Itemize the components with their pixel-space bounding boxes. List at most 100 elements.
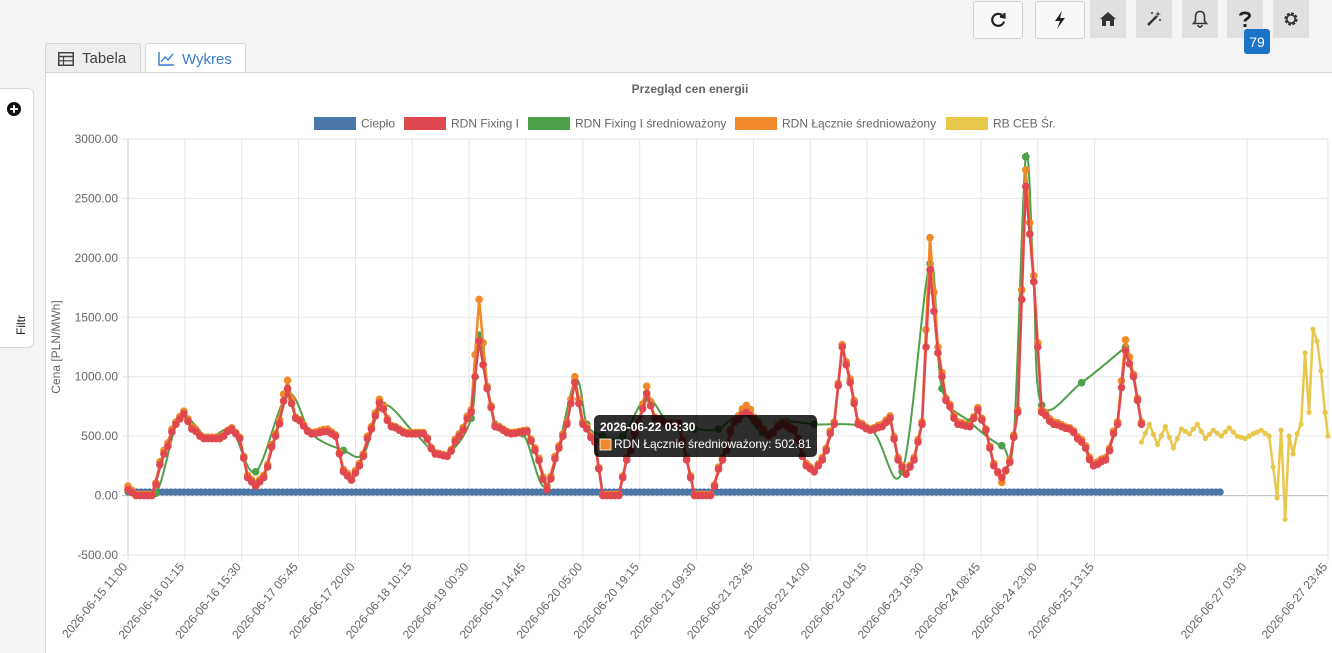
data-point (1226, 425, 1232, 431)
legend-swatch (528, 117, 570, 130)
data-point (479, 361, 487, 369)
data-point (1290, 451, 1296, 457)
data-point (890, 435, 898, 443)
data-point (1242, 435, 1248, 442)
data-point (838, 343, 847, 351)
data-point (375, 399, 384, 407)
refresh-icon (991, 12, 1006, 27)
data-point (638, 405, 647, 413)
data-point (834, 381, 843, 390)
data-point (367, 425, 376, 433)
data-point (1154, 441, 1161, 448)
data-point (1294, 431, 1300, 437)
tooltip-box (594, 415, 817, 457)
tab-tabela[interactable]: Tabela (45, 43, 141, 73)
legend-swatch (404, 117, 446, 130)
y-tick-label: 1500.00 (75, 310, 119, 324)
data-point (176, 415, 184, 423)
data-point (263, 463, 272, 471)
data-point (383, 416, 392, 425)
data-point (1170, 445, 1176, 451)
data-point (567, 399, 575, 408)
x-tick-label: 2026-06-27 23:45 (1259, 560, 1331, 642)
data-point (1186, 431, 1192, 437)
refresh-button[interactable] (973, 1, 1023, 39)
data-point (1318, 368, 1324, 374)
data-point (1121, 346, 1130, 355)
data-point (1266, 433, 1272, 439)
data-point (1142, 430, 1149, 436)
data-point (1298, 421, 1304, 427)
data-point (1125, 359, 1134, 368)
data-point (714, 465, 723, 473)
data-point (371, 412, 380, 420)
data-point (160, 450, 168, 458)
settings-button[interactable] (1273, 0, 1309, 38)
data-point (1238, 434, 1244, 440)
plus-circle-icon[interactable] (7, 102, 21, 116)
data-point (295, 416, 304, 425)
data-point (902, 470, 910, 478)
data-point (646, 402, 655, 410)
data-point (906, 463, 914, 471)
tab-wykres-label: Wykres (182, 50, 232, 68)
legend-label: RDN Łącznie średnioważony (782, 117, 936, 131)
data-point (148, 491, 156, 500)
data-point (1117, 383, 1126, 392)
y-tick-label: 2000.00 (75, 251, 119, 265)
data-point (974, 406, 982, 414)
data-point (235, 434, 244, 443)
data-point (946, 402, 954, 411)
data-point (966, 422, 974, 431)
data-point (1270, 464, 1276, 470)
home-button[interactable] (1090, 0, 1126, 38)
data-point (1210, 427, 1216, 433)
notifications-button[interactable] (1182, 0, 1218, 38)
data-point (942, 396, 950, 405)
data-point (614, 491, 623, 500)
bolt-button[interactable] (1035, 1, 1085, 39)
data-point (1274, 495, 1280, 501)
y-tick-label: 500.00 (81, 429, 118, 443)
data-point (1218, 433, 1224, 439)
data-point (1234, 433, 1240, 439)
data-point (571, 378, 579, 387)
data-point (686, 473, 695, 482)
x-tick-label: 2026-06-27 03:30 (1178, 560, 1250, 642)
data-point (1021, 166, 1030, 174)
data-point (355, 462, 364, 470)
data-point (483, 384, 491, 393)
data-point (1077, 378, 1086, 387)
data-point (1194, 421, 1200, 427)
data-point (1254, 429, 1260, 435)
data-point (1310, 326, 1316, 332)
data-point (926, 265, 934, 274)
data-point (682, 456, 691, 464)
data-point (1150, 431, 1157, 437)
data-point (1158, 432, 1165, 439)
data-point (814, 462, 823, 470)
data-point (850, 399, 858, 408)
filter-sidebar[interactable]: Filtr (0, 88, 34, 348)
data-point (459, 426, 467, 434)
data-point (251, 468, 260, 476)
data-point (1246, 433, 1252, 439)
data-point (331, 432, 340, 440)
data-point (447, 447, 455, 455)
data-point (950, 414, 958, 422)
data-point (1182, 428, 1188, 434)
data-point (451, 437, 459, 446)
data-point (1029, 277, 1038, 286)
data-point (283, 384, 292, 393)
data-point (571, 372, 579, 381)
data-point (1033, 343, 1042, 351)
data-point (1282, 516, 1288, 522)
data-point (184, 417, 192, 426)
data-point (475, 337, 483, 345)
legend-swatch (735, 117, 777, 130)
data-point (1137, 420, 1146, 429)
magic-wand-button[interactable] (1136, 0, 1172, 38)
data-point (830, 420, 839, 429)
tab-wykres[interactable]: Wykres (145, 43, 246, 74)
data-point (718, 456, 727, 464)
